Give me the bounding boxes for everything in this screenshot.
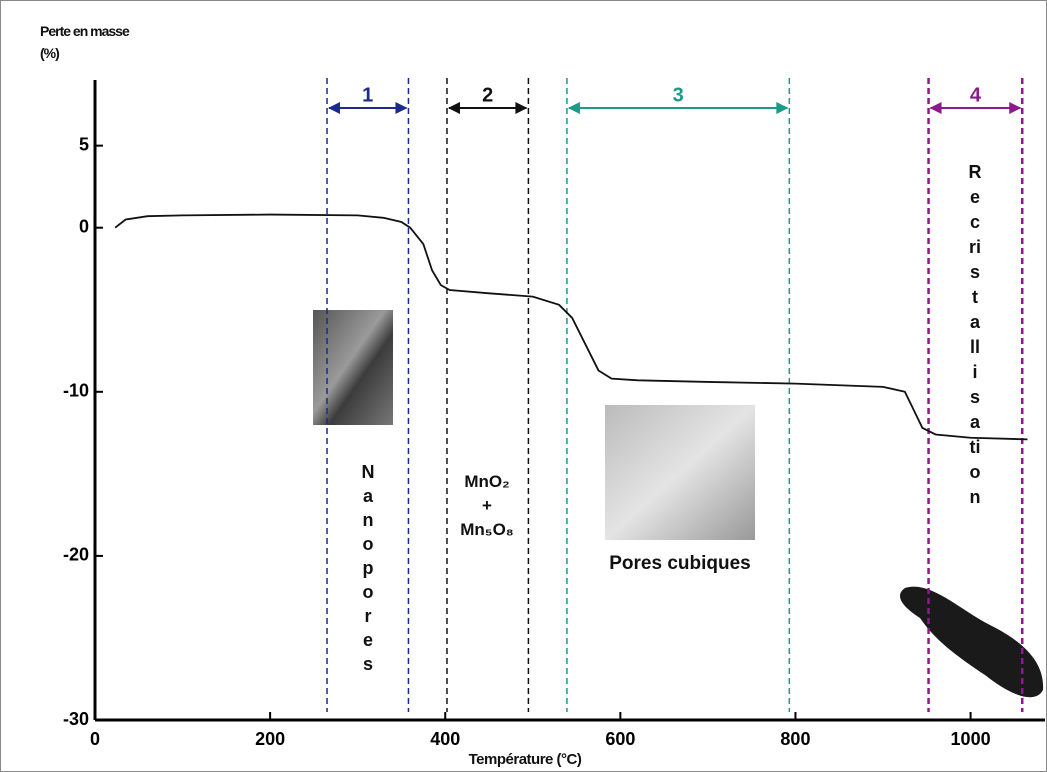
y-tick-label: 0 (79, 216, 89, 236)
y-axis-label: Perte en masse (%) (40, 23, 130, 61)
x-tick-label: 400 (430, 729, 460, 749)
y-tick-label: -30 (63, 709, 89, 729)
y-tick-label: 5 (79, 134, 89, 154)
region-label: 1 (362, 84, 373, 106)
micrograph (605, 405, 755, 540)
x-tick-label: 600 (605, 729, 635, 749)
region-label: 3 (673, 84, 684, 106)
x-tick-label: 200 (255, 729, 285, 749)
x-tick-label: 800 (780, 729, 810, 749)
region-label: 2 (482, 84, 493, 106)
annotation: MnO₂ + Mn₅O₈ (460, 472, 514, 539)
annotation: Nanopores (361, 462, 375, 674)
micrograph (313, 310, 393, 425)
data-line (114, 213, 1028, 441)
y-tick-label: -10 (63, 381, 89, 401)
annotation: Pores cubiques (609, 553, 751, 574)
x-tick-label: 1000 (951, 729, 991, 749)
sample-photo (900, 586, 1044, 698)
annotation: Recristallisation (968, 162, 982, 507)
x-axis-label: Température (°C) (468, 751, 582, 768)
x-tick-label: 0 (90, 729, 100, 749)
y-tick-label: -20 (63, 545, 89, 565)
region-label: 4 (970, 84, 982, 106)
